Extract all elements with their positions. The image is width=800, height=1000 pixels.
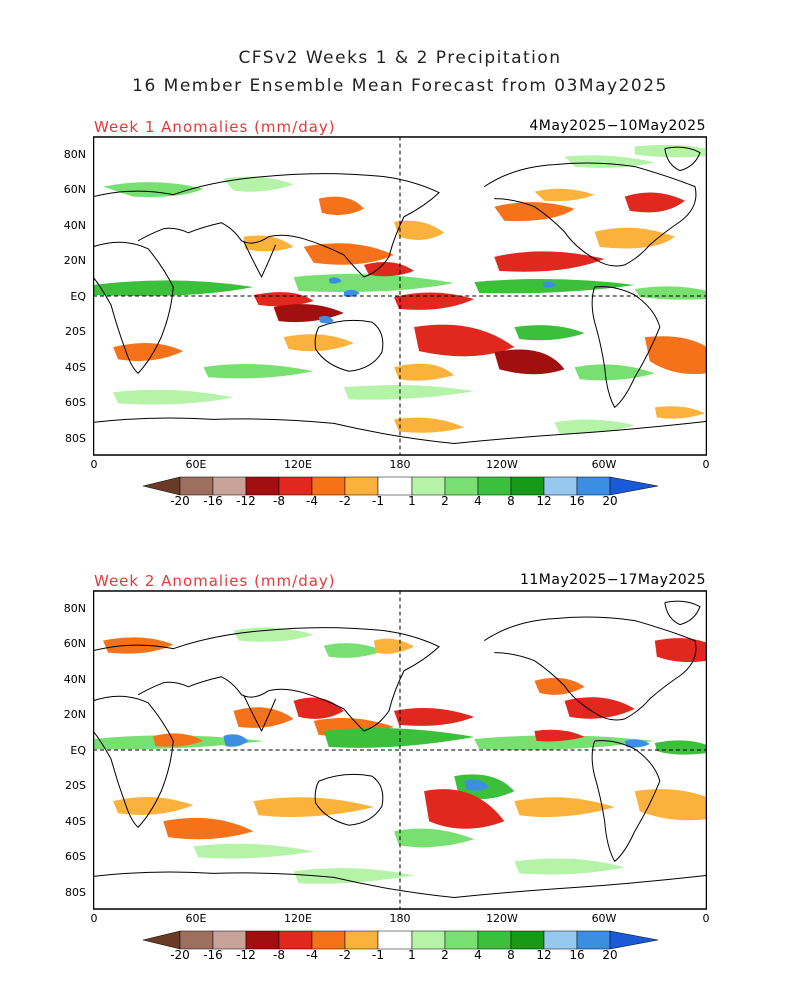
lon-label: 60E [185, 912, 207, 925]
title-line-1: CFSv2 Weeks 1 & 2 Precipitation [238, 48, 562, 68]
colorbar-label: 4 [474, 494, 482, 508]
lon-label: 120E [284, 458, 312, 471]
map-frame [93, 136, 707, 456]
lon-label: 0 [90, 458, 98, 471]
lon-label: 120W [486, 912, 518, 925]
lat-label: EQ [70, 290, 86, 303]
lat-label: 40S [65, 815, 86, 828]
colorbar-label: 16 [569, 948, 585, 962]
lat-label: 20N [63, 708, 86, 721]
panel2-map [93, 590, 707, 910]
lat-label: 20S [65, 779, 86, 792]
lat-label: 20S [65, 325, 86, 338]
colorbar-label: 1 [408, 948, 416, 962]
lon-label: 0 [702, 912, 710, 925]
lon-label: 120E [284, 912, 312, 925]
panel1-colorbar [143, 476, 659, 496]
lat-label: 80S [65, 886, 86, 899]
lat-label: 20N [63, 254, 86, 267]
colorbar-label: 8 [507, 948, 515, 962]
colorbar-arrow-right [609, 476, 659, 496]
colorbar-label: 20 [602, 948, 618, 962]
panel1-dates: 4May2025−10May2025 [529, 118, 706, 134]
lon-label: 120W [486, 458, 518, 471]
panel1-map [93, 136, 707, 456]
colorbar-label: -12 [236, 494, 256, 508]
coastlines [93, 600, 707, 898]
panel2-dates: 11May2025−17May2025 [519, 572, 706, 588]
colorbar-arrow-right [609, 930, 659, 950]
lon-label: 0 [702, 458, 710, 471]
lat-label: 40N [63, 673, 86, 686]
colorbar-label: -16 [203, 494, 223, 508]
lon-label: 60W [591, 458, 617, 471]
colorbar-label: -4 [306, 948, 318, 962]
lat-label: EQ [70, 744, 86, 757]
colorbar-label: 8 [507, 494, 515, 508]
colorbar-label: -20 [170, 948, 190, 962]
lon-label: 60W [591, 912, 617, 925]
lat-label: 60S [65, 396, 86, 409]
lat-label: 60N [63, 183, 86, 196]
colorbar-label: 1 [408, 494, 416, 508]
colorbar-label: -8 [273, 948, 285, 962]
colorbar-label: -8 [273, 494, 285, 508]
colorbar-label: -2 [339, 948, 351, 962]
coastlines [93, 146, 707, 444]
precip-anomaly-fields [93, 627, 707, 884]
lat-label: 80S [65, 432, 86, 445]
colorbar-label: -1 [372, 948, 384, 962]
colorbar-label: 2 [441, 494, 449, 508]
lon-label: 0 [90, 912, 98, 925]
colorbar-label: -20 [170, 494, 190, 508]
colorbar-label: 20 [602, 494, 618, 508]
colorbar-label: 16 [569, 494, 585, 508]
map-frame [93, 590, 707, 910]
lat-label: 80N [63, 602, 86, 615]
panel2-title: Week 2 Anomalies (mm/day) [94, 572, 336, 590]
lat-label: 80N [63, 148, 86, 161]
lat-label: 40N [63, 219, 86, 232]
colorbar-label: -1 [372, 494, 384, 508]
panel1-title: Week 1 Anomalies (mm/day) [94, 118, 336, 136]
colorbar-label: 12 [536, 948, 552, 962]
colorbar-label: -2 [339, 494, 351, 508]
colorbar-label: 4 [474, 948, 482, 962]
colorbar-label: -12 [236, 948, 256, 962]
lon-label: 180 [389, 458, 411, 471]
colorbar-label: 12 [536, 494, 552, 508]
panel2-colorbar [143, 930, 659, 950]
precip-anomaly-fields [93, 144, 707, 434]
lat-label: 60S [65, 850, 86, 863]
lat-label: 60N [63, 637, 86, 650]
colorbar-arrow-left [143, 930, 181, 950]
title-line-2: 16 Member Ensemble Mean Forecast from 03… [132, 76, 668, 96]
colorbar-label: -4 [306, 494, 318, 508]
lon-label: 60E [185, 458, 207, 471]
colorbar-label: -16 [203, 948, 223, 962]
colorbar-label: 2 [441, 948, 449, 962]
lat-label: 40S [65, 361, 86, 374]
colorbar-arrow-left [143, 476, 181, 496]
lon-label: 180 [389, 912, 411, 925]
